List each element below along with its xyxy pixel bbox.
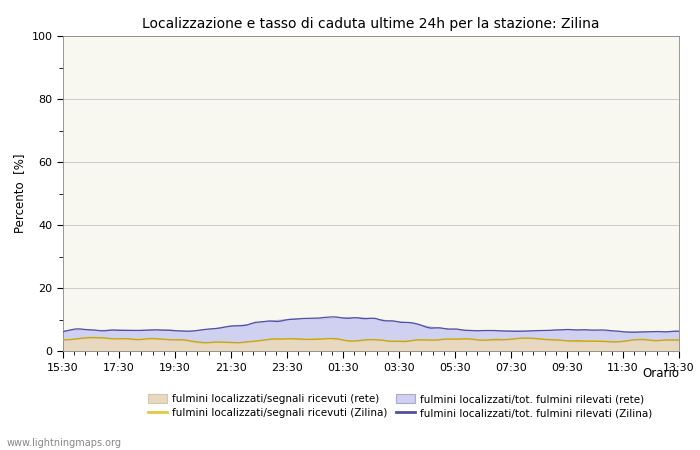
Y-axis label: Percento  [%]: Percento [%] [13,154,26,233]
Title: Localizzazione e tasso di caduta ultime 24h per la stazione: Zilina: Localizzazione e tasso di caduta ultime … [142,17,600,31]
Text: Orario: Orario [642,367,679,380]
Text: www.lightningmaps.org: www.lightningmaps.org [7,438,122,448]
Legend: fulmini localizzati/segnali ricevuti (rete), fulmini localizzati/segnali ricevut: fulmini localizzati/segnali ricevuti (re… [148,394,652,418]
